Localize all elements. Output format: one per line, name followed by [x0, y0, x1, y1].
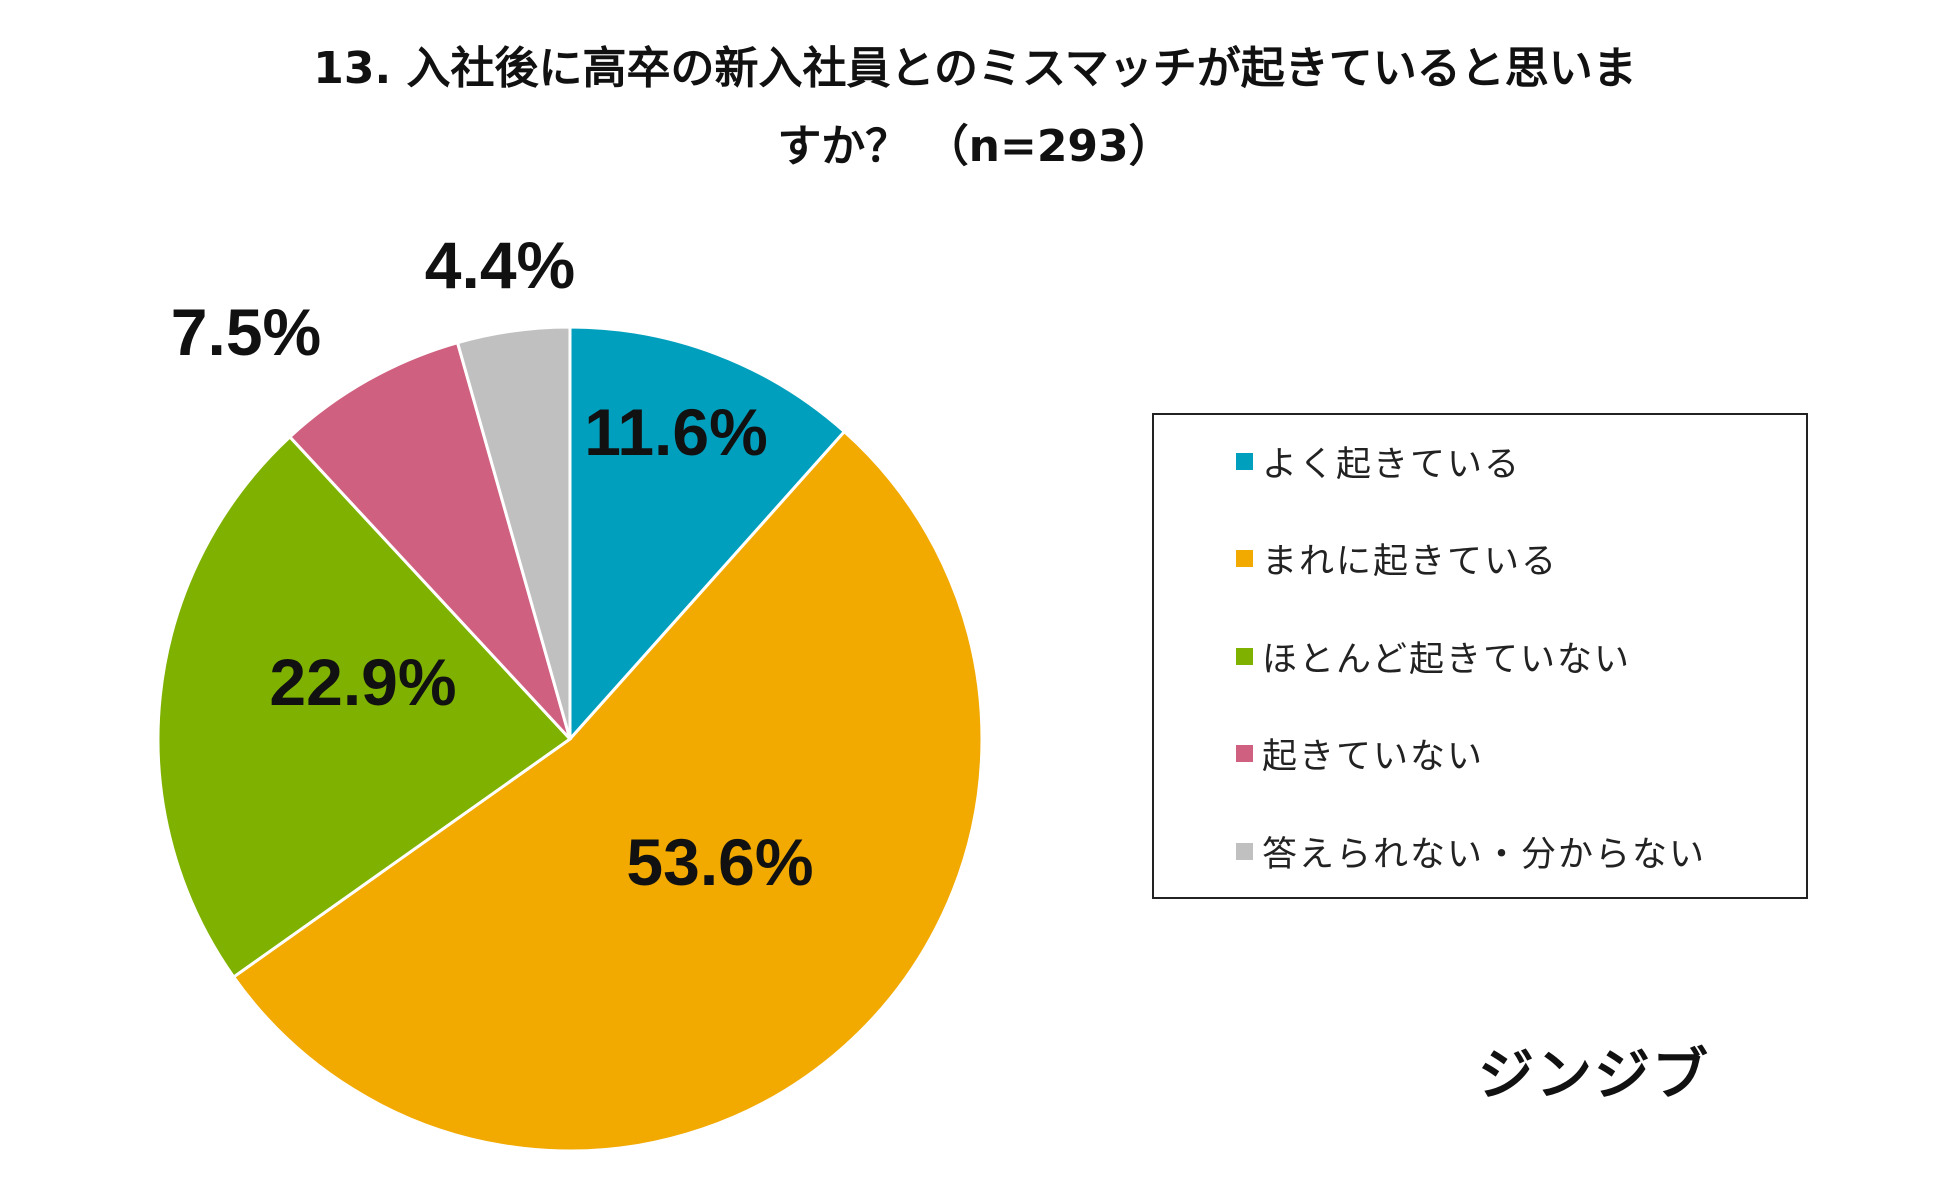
- legend-item: ほとんど起きていない: [1236, 626, 1631, 686]
- chart-title-line-2: すか？ （n=293）: [777, 121, 1173, 172]
- legend-label: ほとんど起きていない: [1262, 639, 1631, 680]
- legend-item: 答えられない・分からない: [1236, 821, 1706, 881]
- legend-label: よく起きている: [1262, 444, 1522, 485]
- legend-swatch: [1236, 842, 1253, 860]
- slice-data-label: 4.4%: [425, 228, 575, 302]
- legend-item: 起きていない: [1236, 723, 1484, 783]
- slice-data-label: 11.6%: [584, 395, 768, 469]
- legend-label: 起きていない: [1262, 736, 1485, 777]
- pie-slice: [231, 429, 984, 1153]
- slice-data-label: 53.6%: [626, 825, 813, 899]
- legend-label: まれに起きている: [1262, 541, 1559, 582]
- legend-item: よく起きている: [1236, 431, 1521, 491]
- brand-logo: ジンジブ: [1478, 1043, 1710, 1108]
- legend-label: 答えられない・分からない: [1262, 834, 1707, 875]
- chart-title-line-1: 13. 入社後に高卒の新入社員とのミスマッチが起きていると思いま: [313, 43, 1637, 94]
- pie-slice: [156, 434, 573, 980]
- legend-swatch: [1236, 744, 1253, 762]
- slice-data-label: 7.5%: [171, 295, 321, 369]
- legend-item: まれに起きている: [1236, 528, 1558, 588]
- legend-swatch: [1236, 647, 1253, 665]
- pie-slice: [455, 325, 572, 740]
- legend-swatch: [1236, 549, 1253, 567]
- pie-slice: [287, 340, 572, 741]
- slice-data-label: 22.9%: [269, 645, 456, 719]
- chart-title: 13. 入社後に高卒の新入社員とのミスマッチが起きていると思いま すか？ （n=…: [0, 30, 1950, 186]
- pie-slice: [568, 325, 847, 743]
- legend-swatch: [1236, 452, 1253, 470]
- legend: よく起きている まれに起きているほとんど起きていない 起きていない答えられない・分か…: [1152, 413, 1808, 899]
